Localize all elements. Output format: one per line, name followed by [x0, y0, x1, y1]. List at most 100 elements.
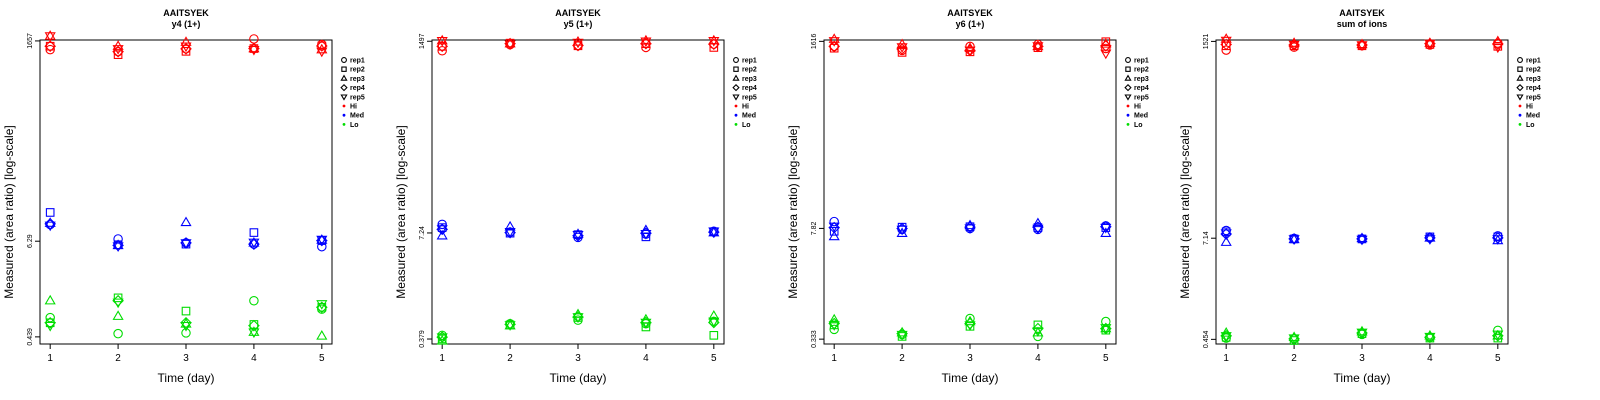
data-point-med-rep3	[436, 229, 448, 240]
x-tick-label: 2	[899, 353, 905, 364]
legend-label-rep3: rep3	[350, 76, 365, 83]
x-tick-label: 1	[831, 353, 837, 364]
data-point-lo-rep5	[708, 317, 720, 328]
legend: rep1 rep2 rep3 rep4 rep5 Hi Med Lo	[1124, 57, 1149, 129]
data-point-lo-rep4	[44, 316, 57, 329]
data-point-hi-rep1	[965, 41, 975, 52]
data-point-med-rep5	[180, 239, 192, 249]
data-point-med-rep3	[1288, 233, 1300, 244]
x-tick-label: 4	[1035, 353, 1041, 364]
data-point-med-rep5	[1356, 235, 1368, 246]
x-axis-label: Time (day)	[942, 371, 999, 385]
plot-frame	[431, 39, 725, 345]
data-point-lo-rep3	[640, 313, 652, 324]
data-point-med-rep5	[572, 230, 584, 241]
data-point-hi-rep5	[248, 45, 260, 56]
data-point-med-rep3	[1032, 217, 1044, 228]
data-point-lo-rep5	[1032, 327, 1044, 337]
y-tick-label: 0.379	[419, 330, 426, 348]
y-tick-label: 0.454	[1203, 330, 1210, 348]
data-point-hi-rep5	[708, 37, 720, 47]
data-point-med-rep5	[708, 227, 720, 238]
data-point-med-rep3	[504, 220, 516, 231]
data-point-med-rep5	[640, 229, 652, 240]
y-axis-label: Measured (area ratio) [log-scale]	[394, 125, 408, 298]
legend-label-rep4: rep4	[1134, 85, 1149, 92]
y-tick-label: 1616	[811, 33, 818, 49]
x-tick-label: 2	[1291, 353, 1297, 364]
y-axis-label: Measured (area ratio) [log-scale]	[2, 125, 16, 298]
legend-marker-rep1	[341, 57, 347, 63]
y-tick-label: 7.24	[419, 226, 426, 240]
data-point-med-rep3	[1220, 236, 1232, 246]
data-point-hi-rep4	[315, 40, 328, 52]
data-point-med-rep5	[1220, 229, 1232, 240]
data-point-hi-rep3	[828, 33, 840, 43]
data-point-lo-rep5	[1100, 324, 1112, 334]
data-point-med-rep3	[1356, 232, 1368, 243]
data-point-med-rep4	[248, 238, 260, 250]
legend-label-rep2: rep2	[1526, 67, 1541, 74]
data-point-hi-rep5	[504, 40, 516, 51]
legend-marker-rep4	[1516, 83, 1524, 92]
legend-marker-rep2	[1125, 66, 1131, 72]
y-tick-label: 0.439	[27, 328, 34, 346]
legend-dot-med	[1518, 113, 1522, 117]
data-point-lo-rep1	[829, 324, 839, 335]
data-point-hi-rep1	[1101, 43, 1111, 54]
legend-label-med: Med	[742, 113, 756, 120]
data-point-med-rep3	[896, 227, 908, 238]
data-point-med-rep2	[829, 226, 839, 236]
y-tick-label: 1521	[1203, 34, 1210, 50]
data-point-hi-rep4	[640, 37, 652, 50]
legend-marker-rep3	[340, 74, 348, 81]
legend-dot-med	[734, 113, 738, 117]
legend-label-rep1: rep1	[1134, 58, 1149, 65]
chart-subtitle: y6 (1+)	[956, 19, 985, 29]
legend-marker-rep3	[1124, 74, 1132, 81]
data-point-lo-rep5	[1356, 328, 1368, 339]
data-point-hi-rep4	[180, 43, 192, 55]
data-point-hi-rep5	[1492, 43, 1504, 54]
x-tick-label: 2	[507, 353, 513, 364]
legend: rep1 rep2 rep3 rep4 rep5 Hi Med Lo	[340, 57, 365, 129]
data-point-lo-rep5	[180, 321, 192, 332]
legend-label-med: Med	[1526, 113, 1540, 120]
legend-marker-rep5	[1516, 94, 1524, 101]
data-point-hi-rep3	[436, 34, 448, 45]
data-point-hi-rep5	[112, 45, 124, 55]
data-point-lo-rep3	[316, 330, 328, 340]
legend-label-rep2: rep2	[350, 67, 365, 74]
data-point-lo-rep5	[896, 330, 908, 341]
legend-dot-med	[342, 113, 346, 117]
x-tick-label: 5	[711, 353, 717, 364]
chart-subtitle: y4 (1+)	[172, 19, 201, 29]
data-point-hi-rep4	[436, 40, 449, 53]
legend-label-lo: Lo	[1134, 122, 1143, 129]
data-point-lo-rep1	[181, 328, 191, 338]
x-tick-label: 5	[1495, 353, 1501, 364]
data-point-med-rep2	[1357, 234, 1367, 244]
data-point-hi-rep5	[896, 43, 908, 53]
data-point-lo-rep5	[248, 328, 260, 339]
data-point-hi-rep3	[1032, 40, 1044, 51]
data-point-lo-rep4	[248, 319, 260, 332]
y-axis-label: Measured (area ratio) [log-scale]	[1178, 125, 1192, 298]
data-point-hi-rep5	[828, 37, 840, 47]
data-point-lo-rep3	[708, 310, 720, 320]
x-axis-label: Time (day)	[1334, 371, 1391, 385]
data-point-med-rep3	[1100, 227, 1112, 238]
x-tick-label: 1	[439, 353, 445, 364]
data-point-lo-rep5	[640, 318, 652, 329]
legend-label-rep4: rep4	[350, 85, 365, 92]
legend-dot-lo	[1126, 123, 1130, 126]
data-point-lo-rep5	[504, 321, 516, 331]
data-point-lo-rep3	[248, 326, 260, 336]
data-point-med-rep5	[964, 224, 976, 234]
plot-frame	[823, 39, 1117, 345]
data-point-hi-rep2	[1101, 37, 1111, 47]
x-axis-label: Time (day)	[158, 371, 215, 385]
data-point-hi-rep3	[640, 34, 652, 45]
